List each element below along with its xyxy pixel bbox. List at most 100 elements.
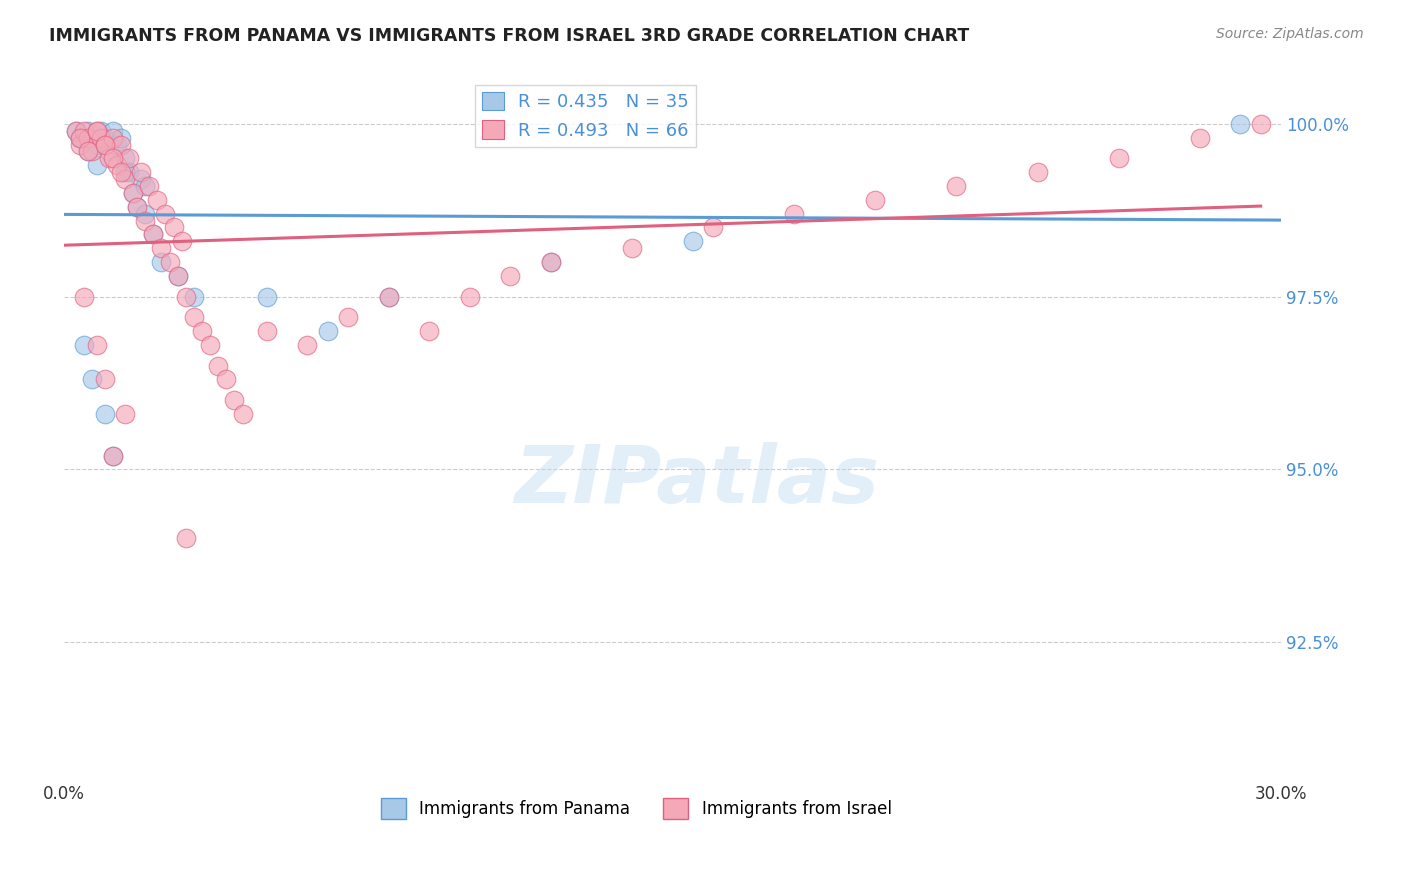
Point: [150, 255, 173, 269]
Point: [191, 324, 214, 338]
Point: [174, 532, 197, 546]
Point: [1108, 152, 1130, 166]
Point: [86, 124, 108, 138]
Point: [620, 241, 643, 255]
Point: [1250, 117, 1272, 131]
Point: [1188, 130, 1211, 145]
Point: [65, 124, 87, 138]
Point: [114, 172, 136, 186]
Point: [93, 137, 115, 152]
Point: [134, 207, 156, 221]
Point: [105, 158, 128, 172]
Text: Source: ZipAtlas.com: Source: ZipAtlas.com: [1216, 27, 1364, 41]
Point: [337, 310, 360, 325]
Point: [166, 268, 188, 283]
Point: [114, 407, 136, 421]
Point: [198, 338, 221, 352]
Point: [945, 179, 967, 194]
Point: [256, 289, 278, 303]
Point: [162, 220, 184, 235]
Point: [215, 372, 238, 386]
Text: ZIPatlas: ZIPatlas: [515, 442, 879, 520]
Point: [122, 186, 145, 200]
Point: [90, 124, 112, 138]
Point: [129, 165, 152, 179]
Point: [105, 137, 128, 152]
Point: [118, 152, 141, 166]
Legend: Immigrants from Panama, Immigrants from Israel: Immigrants from Panama, Immigrants from …: [374, 792, 898, 825]
Point: [159, 255, 181, 269]
Point: [783, 207, 806, 221]
Point: [110, 165, 132, 179]
Point: [86, 124, 108, 138]
Point: [77, 130, 100, 145]
Point: [134, 179, 156, 194]
Point: [69, 130, 91, 145]
Point: [110, 137, 132, 152]
Point: [101, 130, 124, 145]
Point: [1026, 165, 1049, 179]
Point: [93, 137, 115, 152]
Point: [69, 130, 91, 145]
Point: [129, 172, 152, 186]
Text: IMMIGRANTS FROM PANAMA VS IMMIGRANTS FROM ISRAEL 3RD GRADE CORRELATION CHART: IMMIGRANTS FROM PANAMA VS IMMIGRANTS FRO…: [49, 27, 970, 45]
Point: [86, 158, 108, 172]
Point: [377, 289, 399, 303]
Point: [82, 145, 104, 159]
Point: [166, 268, 188, 283]
Point: [138, 179, 160, 194]
Point: [65, 124, 87, 138]
Point: [150, 241, 173, 255]
Point: [125, 200, 148, 214]
Point: [122, 186, 145, 200]
Point: [101, 449, 124, 463]
Point: [865, 193, 887, 207]
Point: [73, 289, 96, 303]
Point: [377, 289, 399, 303]
Point: [1229, 117, 1251, 131]
Point: [69, 130, 91, 145]
Point: [77, 145, 100, 159]
Point: [93, 407, 115, 421]
Point: [73, 338, 96, 352]
Point: [458, 289, 481, 303]
Point: [93, 130, 115, 145]
Point: [90, 130, 112, 145]
Point: [174, 289, 197, 303]
Point: [232, 407, 254, 421]
Point: [183, 289, 205, 303]
Point: [86, 338, 108, 352]
Point: [73, 124, 96, 138]
Point: [125, 200, 148, 214]
Point: [146, 193, 169, 207]
Point: [118, 165, 141, 179]
Point: [97, 152, 120, 166]
Point: [110, 130, 132, 145]
Point: [702, 220, 724, 235]
Point: [224, 393, 246, 408]
Point: [316, 324, 339, 338]
Point: [142, 227, 165, 242]
Point: [86, 137, 108, 152]
Point: [183, 310, 205, 325]
Point: [540, 255, 562, 269]
Point: [101, 152, 124, 166]
Point: [93, 372, 115, 386]
Point: [101, 449, 124, 463]
Point: [77, 145, 100, 159]
Point: [101, 124, 124, 138]
Point: [418, 324, 440, 338]
Point: [134, 213, 156, 227]
Point: [82, 372, 104, 386]
Point: [155, 207, 177, 221]
Point: [97, 145, 120, 159]
Point: [170, 234, 193, 248]
Point: [682, 234, 704, 248]
Point: [540, 255, 562, 269]
Point: [114, 165, 136, 179]
Point: [114, 152, 136, 166]
Point: [142, 227, 165, 242]
Point: [256, 324, 278, 338]
Point: [207, 359, 229, 373]
Point: [499, 268, 522, 283]
